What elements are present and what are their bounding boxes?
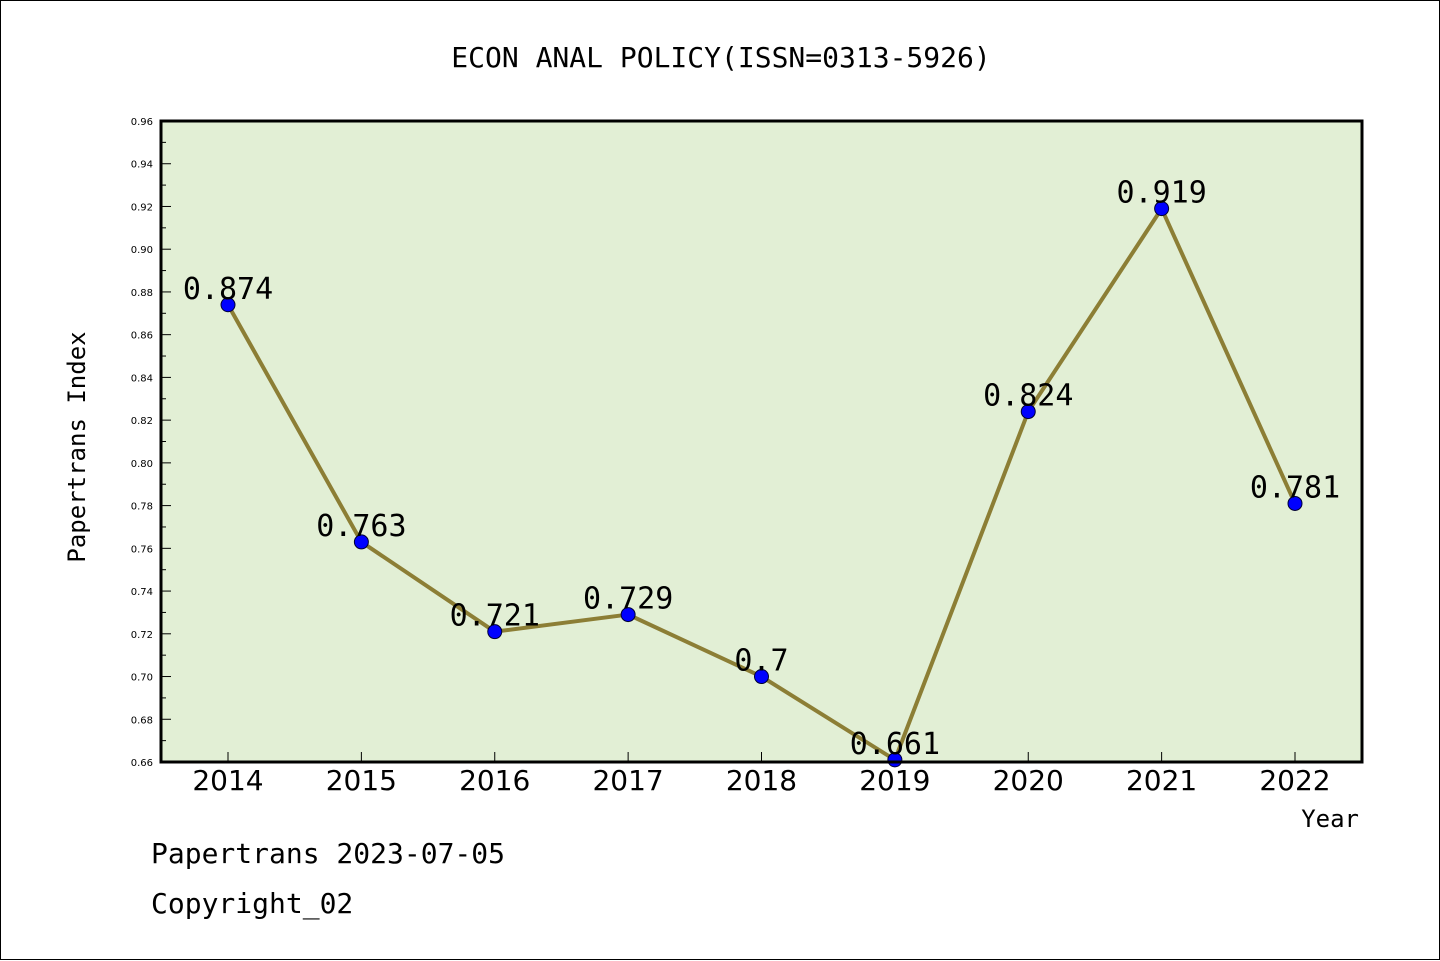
series-group: 0.874 0.763 0.721 0.729 0.7 0.661 0.824 0.919 0.… <box>183 176 1340 768</box>
data-label: 0.919 <box>1116 176 1206 211</box>
x-tick-label: 2017 <box>592 764 663 797</box>
data-point <box>754 669 769 685</box>
y-tick-label: 0.96 <box>131 117 153 128</box>
data-label: 0.874 <box>183 272 273 307</box>
x-tick-label: 2016 <box>459 764 530 797</box>
y-tick-label: 0.74 <box>131 587 153 598</box>
y-tick-label: 0.66 <box>131 758 153 769</box>
plot-area <box>161 121 1362 762</box>
data-point <box>620 607 636 623</box>
y-tick-label: 0.90 <box>131 245 153 256</box>
data-label: 0.824 <box>983 379 1073 414</box>
footer-date: Papertrans 2023-07-05 <box>151 837 506 870</box>
data-label: 0.661 <box>850 727 940 762</box>
data-label: 0.781 <box>1250 470 1340 505</box>
y-tick-label: 0.72 <box>131 630 153 641</box>
data-point <box>487 624 503 640</box>
y-axis-label: Papertrans Index <box>63 331 91 562</box>
y-tick-label: 0.76 <box>131 544 153 555</box>
y-tick-label: 0.78 <box>131 502 153 513</box>
y-tick-label: 0.68 <box>131 715 153 726</box>
x-tick-label: 2018 <box>726 764 797 797</box>
y-tick-label: 0.70 <box>131 673 153 684</box>
y-tick-label: 0.84 <box>131 373 153 384</box>
y-tick-label: 0.94 <box>131 160 153 171</box>
data-label: 0.729 <box>583 582 673 617</box>
data-label: 0.721 <box>450 599 540 634</box>
y-tick-label: 0.86 <box>131 331 153 342</box>
data-point <box>353 534 369 550</box>
data-point <box>220 297 236 313</box>
x-tick-label: 2014 <box>192 764 263 797</box>
x-tick-label: 2019 <box>859 764 930 797</box>
plot-border <box>159 119 1364 764</box>
chart-title: ECON ANAL POLICY(ISSN=0313-5926) <box>451 41 990 74</box>
y-tick-label: 0.80 <box>131 459 153 470</box>
y-tick-label: 0.88 <box>131 288 153 299</box>
x-tick-label: 2020 <box>993 764 1064 797</box>
x-axis: 2014 2015 2016 2017 2018 2019 2020 2021 2022 <box>192 752 1331 797</box>
x-tick-label: 2022 <box>1259 764 1330 797</box>
x-axis-label: Year <box>1301 805 1359 833</box>
data-point <box>1154 201 1170 217</box>
y-tick-label: 0.82 <box>131 416 153 427</box>
footer-copyright: Copyright_02 <box>151 887 354 920</box>
data-label: 0.763 <box>316 509 406 544</box>
y-tick-label: 0.92 <box>131 202 153 213</box>
data-label: 0.7 <box>734 644 788 679</box>
data-point <box>1020 404 1036 420</box>
y-axis: 0.66 0.68 0.70 0.72 0.74 0.76 0.78 0.80 0.82 0.84… <box>131 117 171 769</box>
data-point <box>1287 495 1303 511</box>
x-tick-label: 2015 <box>326 764 397 797</box>
x-tick-label: 2021 <box>1126 764 1197 797</box>
